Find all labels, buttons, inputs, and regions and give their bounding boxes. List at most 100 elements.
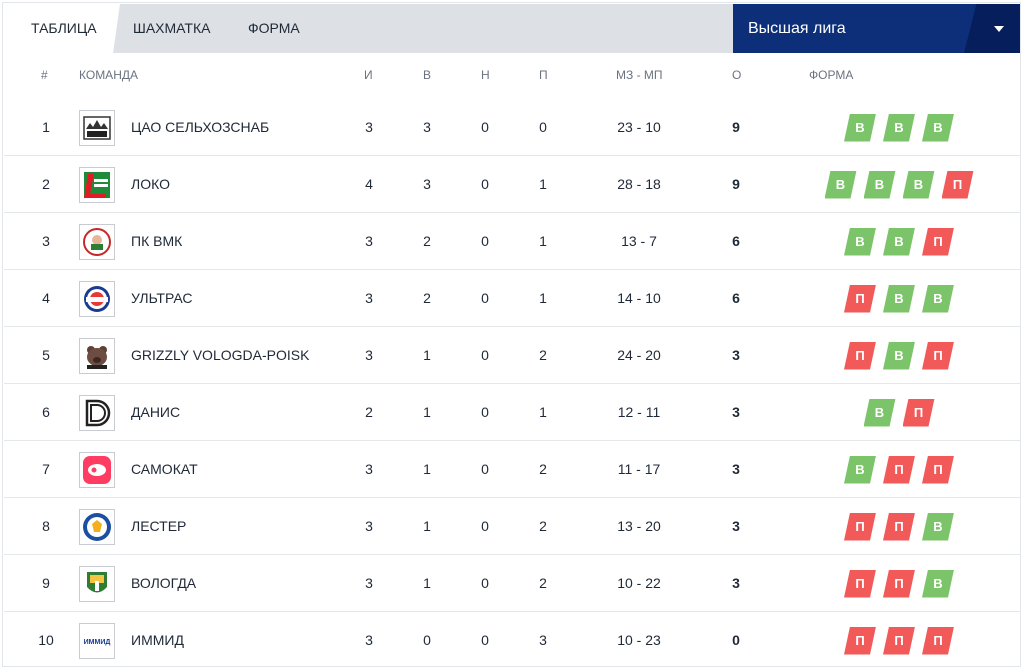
team-name[interactable]: ЛОКО [131, 176, 170, 192]
draws: 0 [481, 176, 489, 192]
form-badge-loss[interactable]: П [844, 627, 876, 655]
draws: 0 [481, 233, 489, 249]
team-name[interactable]: ПК ВМК [131, 233, 183, 249]
table-row[interactable]: 5 GRIZZLY VOLOGDA-POISK 3 1 0 2 24 - 20 3 П В П [4, 327, 1020, 384]
draws: 0 [481, 290, 489, 306]
team-name[interactable]: ИММИД [131, 632, 184, 648]
header-form: ФОРМА [809, 68, 854, 82]
goals: 10 - 22 [617, 575, 661, 591]
header-goals: МЗ - МП [616, 68, 663, 82]
rank: 3 [42, 233, 50, 249]
tab-chessboard[interactable]: ШАХМАТКА [133, 20, 211, 36]
points: 3 [732, 518, 740, 534]
draws: 0 [481, 347, 489, 363]
form-badge-win[interactable]: В [883, 285, 915, 313]
goals: 13 - 20 [617, 518, 661, 534]
form-badge-win[interactable]: В [844, 456, 876, 484]
rank: 6 [42, 404, 50, 420]
losses: 2 [539, 518, 547, 534]
header-num: # [41, 68, 48, 82]
league-select[interactable]: Высшая лига [733, 4, 1020, 53]
form-badge-loss[interactable]: П [922, 342, 954, 370]
team-name[interactable]: ВОЛОГДА [131, 575, 197, 591]
form-badge-loss[interactable]: П [883, 627, 915, 655]
goals: 28 - 18 [617, 176, 661, 192]
points: 0 [732, 632, 740, 648]
table-row[interactable]: 10 ИММИД ИММИД 3 0 0 3 10 - 23 0 П П П [4, 612, 1020, 669]
form-badge-win[interactable]: В [922, 570, 954, 598]
form-badge-loss[interactable]: П [844, 285, 876, 313]
games-played: 3 [365, 119, 373, 135]
ultras-logo [79, 281, 115, 317]
form-badge-win[interactable]: В [844, 114, 876, 142]
wins: 3 [423, 119, 431, 135]
form-badge-win[interactable]: В [922, 285, 954, 313]
svg-text:ИММИД: ИММИД [84, 639, 111, 646]
form-badge-win[interactable]: В [864, 399, 896, 427]
form-badge-win[interactable]: В [883, 114, 915, 142]
rank: 8 [42, 518, 50, 534]
form-badge-win[interactable]: В [883, 342, 915, 370]
form-badge-loss[interactable]: П [922, 228, 954, 256]
table-row[interactable]: 2 ЛОКО 4 3 0 1 28 - 18 9 В В В П [4, 156, 1020, 213]
form-badge-win[interactable]: В [864, 171, 896, 199]
form-badge-loss[interactable]: П [883, 513, 915, 541]
loko-logo [79, 167, 115, 203]
table-row[interactable]: 4 УЛЬТРАС 3 2 0 1 14 - 10 6 П В В [4, 270, 1020, 327]
form-badge-win[interactable]: В [922, 114, 954, 142]
league-dropdown-toggle[interactable] [964, 4, 1020, 53]
team-name[interactable]: УЛЬТРАС [131, 290, 193, 306]
immid-logo: ИММИД [79, 623, 115, 659]
rank: 2 [42, 176, 50, 192]
losses: 2 [539, 461, 547, 477]
tab-form[interactable]: ФОРМА [248, 20, 300, 36]
form-badge-win[interactable]: В [922, 513, 954, 541]
games-played: 3 [365, 290, 373, 306]
goals: 24 - 20 [617, 347, 661, 363]
form-badge-loss[interactable]: П [883, 456, 915, 484]
form-badge-loss[interactable]: П [922, 456, 954, 484]
form-badge-win[interactable]: В [883, 228, 915, 256]
goals: 11 - 17 [617, 461, 661, 477]
points: 3 [732, 404, 740, 420]
form-badge-loss[interactable]: П [844, 513, 876, 541]
team-name[interactable]: ЛЕСТЕР [131, 518, 187, 534]
wins: 2 [423, 233, 431, 249]
team-name[interactable]: САМОКАТ [131, 461, 198, 477]
form-badge-win[interactable]: В [844, 228, 876, 256]
team-name[interactable]: ДАНИС [131, 404, 181, 420]
table-row[interactable]: 7 САМОКАТ 3 1 0 2 11 - 17 3 В П П [4, 441, 1020, 498]
form-badge-loss[interactable]: П [883, 570, 915, 598]
team-name[interactable]: GRIZZLY VOLOGDA-POISK [131, 347, 310, 363]
table-row[interactable]: 8 ЛЕСТЕР 3 1 0 2 13 - 20 3 П П В [4, 498, 1020, 555]
table-row[interactable]: 9 ВОЛОГДА 3 1 0 2 10 - 22 3 П П В [4, 555, 1020, 612]
form-badge-loss[interactable]: П [942, 171, 974, 199]
vologda-logo [79, 566, 115, 602]
wins: 1 [423, 518, 431, 534]
form-badge-loss[interactable]: П [844, 570, 876, 598]
form-badge-loss[interactable]: П [844, 342, 876, 370]
goals: 23 - 10 [617, 119, 661, 135]
rank: 7 [42, 461, 50, 477]
points: 9 [732, 176, 740, 192]
team-name[interactable]: ЦАО СЕЛЬХОЗСНАБ [131, 119, 270, 135]
games-played: 3 [365, 575, 373, 591]
table-row[interactable]: 6 ДАНИС 2 1 0 1 12 - 11 3 В П [4, 384, 1020, 441]
draws: 0 [481, 632, 489, 648]
header-team: КОМАНДА [79, 68, 138, 82]
wins: 1 [423, 575, 431, 591]
form-badge-win[interactable]: В [825, 171, 857, 199]
form-badge-loss[interactable]: П [903, 399, 935, 427]
form-badge-loss[interactable]: П [922, 627, 954, 655]
table-row[interactable]: 1 ЦАО СЕЛЬХОЗСНАБ 3 3 0 0 23 - 10 9 В В В [4, 99, 1020, 156]
wins: 1 [423, 404, 431, 420]
tab-table[interactable]: ТАБЛИЦА [4, 4, 120, 53]
form-badge-win[interactable]: В [903, 171, 935, 199]
